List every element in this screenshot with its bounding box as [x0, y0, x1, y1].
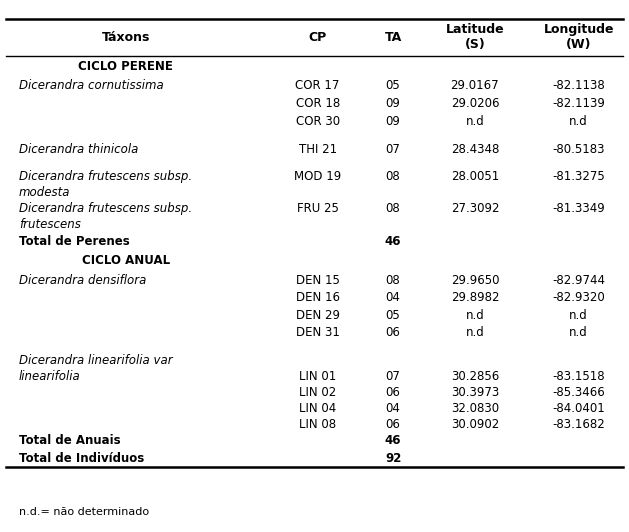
Text: -80.5183: -80.5183: [552, 143, 605, 156]
Text: 04: 04: [386, 291, 401, 304]
Text: 29.8982: 29.8982: [450, 291, 499, 304]
Text: 06: 06: [386, 326, 401, 339]
Text: modesta: modesta: [19, 186, 70, 199]
Text: -82.9744: -82.9744: [552, 273, 605, 287]
Text: Total de Perenes: Total de Perenes: [19, 235, 130, 248]
Text: DEN 31: DEN 31: [296, 326, 340, 339]
Text: 32.0830: 32.0830: [451, 402, 499, 414]
Text: 30.2856: 30.2856: [451, 370, 499, 383]
Text: n.d.= não determinado: n.d.= não determinado: [19, 507, 149, 517]
Text: 05: 05: [386, 79, 401, 93]
Text: -83.1682: -83.1682: [552, 418, 605, 430]
Text: FRU 25: FRU 25: [297, 202, 338, 215]
Text: 09: 09: [386, 114, 401, 128]
Text: DEN 15: DEN 15: [296, 273, 340, 287]
Text: MOD 19: MOD 19: [294, 170, 342, 183]
Text: n.d: n.d: [569, 114, 588, 128]
Text: n.d: n.d: [569, 309, 588, 322]
Text: TA: TA: [384, 31, 402, 44]
Text: n.d: n.d: [465, 309, 484, 322]
Text: 08: 08: [386, 170, 401, 183]
Text: Total de Anuais: Total de Anuais: [19, 434, 121, 447]
Text: 08: 08: [386, 273, 401, 287]
Text: 07: 07: [386, 370, 401, 383]
Text: 08: 08: [386, 202, 401, 215]
Text: COR 18: COR 18: [296, 97, 340, 110]
Text: 28.0051: 28.0051: [451, 170, 499, 183]
Text: -81.3349: -81.3349: [552, 202, 605, 215]
Text: Dicerandra frutescens subsp.: Dicerandra frutescens subsp.: [19, 202, 192, 215]
Text: n.d: n.d: [569, 326, 588, 339]
Text: LIN 01: LIN 01: [299, 370, 337, 383]
Text: 07: 07: [386, 143, 401, 156]
Text: linearifolia: linearifolia: [19, 370, 81, 383]
Text: 29.0167: 29.0167: [450, 79, 499, 93]
Text: -81.3275: -81.3275: [552, 170, 605, 183]
Text: CP: CP: [308, 31, 327, 44]
Text: Táxons: Táxons: [102, 31, 150, 44]
Text: 46: 46: [385, 434, 401, 447]
Text: Total de Indivíduos: Total de Indivíduos: [19, 452, 144, 465]
Text: DEN 29: DEN 29: [296, 309, 340, 322]
Text: 06: 06: [386, 386, 401, 398]
Text: 27.3092: 27.3092: [450, 202, 499, 215]
Text: 30.0902: 30.0902: [451, 418, 499, 430]
Text: Dicerandra cornutissima: Dicerandra cornutissima: [19, 79, 164, 93]
Text: -84.0401: -84.0401: [552, 402, 605, 414]
Text: 30.3973: 30.3973: [451, 386, 499, 398]
Text: -85.3466: -85.3466: [552, 386, 605, 398]
Text: 29.9650: 29.9650: [450, 273, 499, 287]
Text: COR 30: COR 30: [296, 114, 340, 128]
Text: -82.9320: -82.9320: [552, 291, 605, 304]
Text: Dicerandra linearifolia var: Dicerandra linearifolia var: [19, 354, 172, 367]
Text: COR 17: COR 17: [296, 79, 340, 93]
Text: CICLO ANUAL: CICLO ANUAL: [82, 254, 170, 267]
Text: 28.4348: 28.4348: [451, 143, 499, 156]
Text: 04: 04: [386, 402, 401, 414]
Text: n.d: n.d: [465, 326, 484, 339]
Text: Dicerandra frutescens subsp.: Dicerandra frutescens subsp.: [19, 170, 192, 183]
Text: THI 21: THI 21: [299, 143, 337, 156]
Text: LIN 08: LIN 08: [299, 418, 337, 430]
Text: Latitude
(S): Latitude (S): [445, 23, 504, 51]
Text: -83.1518: -83.1518: [552, 370, 605, 383]
Text: Longitude
(W): Longitude (W): [543, 23, 614, 51]
Text: 09: 09: [386, 97, 401, 110]
Text: frutescens: frutescens: [19, 218, 81, 231]
Text: -82.1138: -82.1138: [552, 79, 605, 93]
Text: CICLO PERENE: CICLO PERENE: [79, 60, 173, 73]
Text: DEN 16: DEN 16: [296, 291, 340, 304]
Text: 05: 05: [386, 309, 401, 322]
Text: 29.0206: 29.0206: [450, 97, 499, 110]
Text: 46: 46: [385, 235, 401, 248]
Text: LIN 04: LIN 04: [299, 402, 337, 414]
Text: 92: 92: [385, 452, 401, 465]
Text: n.d: n.d: [465, 114, 484, 128]
Text: Dicerandra thinicola: Dicerandra thinicola: [19, 143, 138, 156]
Text: Dicerandra densiflora: Dicerandra densiflora: [19, 273, 147, 287]
Text: LIN 02: LIN 02: [299, 386, 337, 398]
Text: -82.1139: -82.1139: [552, 97, 605, 110]
Text: 06: 06: [386, 418, 401, 430]
